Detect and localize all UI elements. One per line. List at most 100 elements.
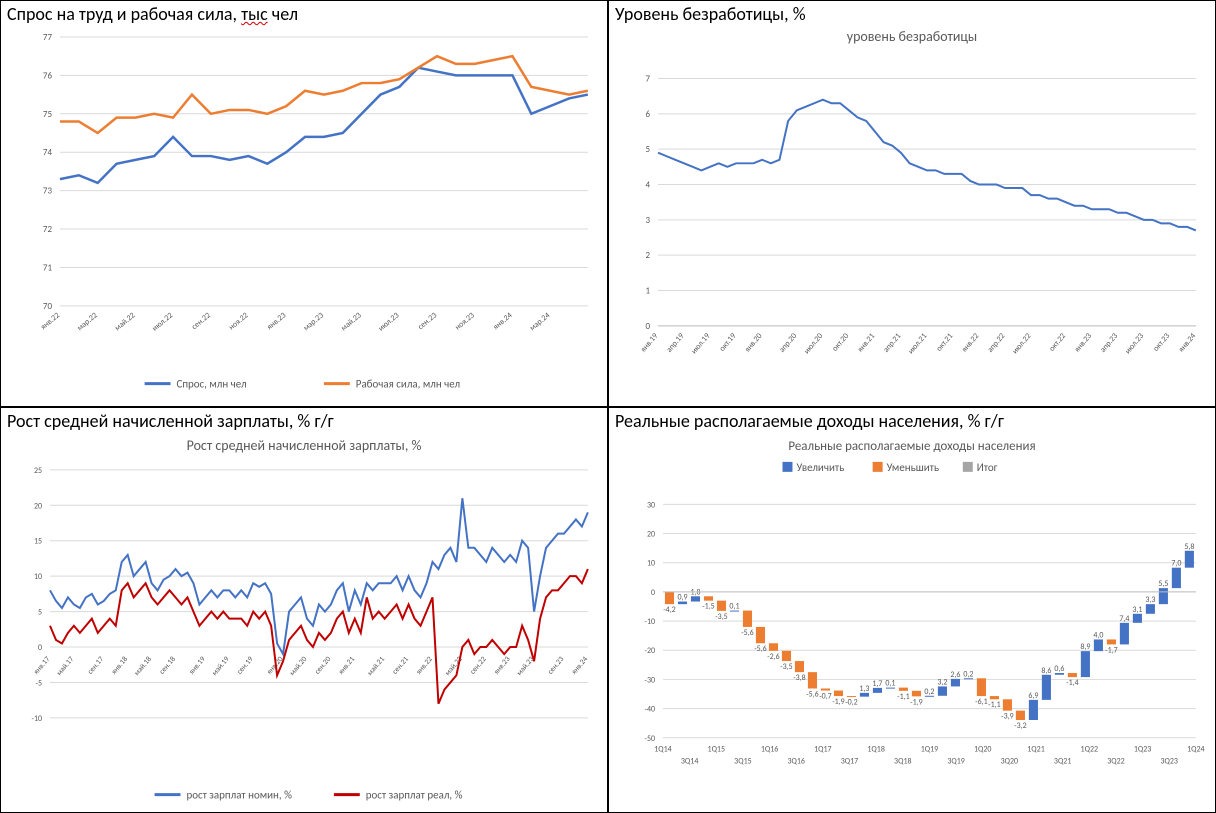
svg-text:апр.23: апр.23: [1098, 331, 1120, 354]
chart3-svg: Рост средней начисленной зарплаты, % -10 -…: [1, 434, 607, 813]
svg-text:0,2: 0,2: [924, 686, 934, 696]
svg-text:2: 2: [645, 250, 650, 261]
chart2-svg: уровень безработицы01234567янв.19апр.19и…: [609, 27, 1215, 406]
svg-text:5: 5: [38, 607, 42, 617]
svg-text:сен.17: сен.17: [86, 654, 106, 676]
svg-text:0,1: 0,1: [729, 601, 739, 611]
svg-text:1,3: 1,3: [859, 683, 869, 693]
svg-text:сен.23: сен.23: [416, 310, 439, 332]
svg-text:янв.21: янв.21: [855, 331, 877, 354]
svg-text:1Q14: 1Q14: [654, 744, 671, 754]
svg-text:май.19: май.19: [210, 654, 231, 677]
svg-text:4: 4: [645, 179, 650, 190]
svg-text:янв.22: янв.22: [415, 654, 435, 676]
svg-text:1Q20: 1Q20: [974, 744, 991, 754]
svg-text:июл.22: июл.22: [1010, 331, 1033, 356]
svg-text:янв.24: янв.24: [570, 654, 590, 676]
svg-text:-5: -5: [36, 678, 42, 688]
svg-text:-20: -20: [645, 646, 656, 656]
svg-text:мар.22: мар.22: [75, 310, 99, 333]
svg-text:янв.22: янв.22: [39, 310, 62, 332]
svg-text:3,1: 3,1: [1132, 604, 1142, 614]
svg-text:1Q15: 1Q15: [708, 744, 725, 754]
svg-text:май.17: май.17: [55, 654, 76, 677]
svg-text:июл.19: июл.19: [689, 331, 712, 356]
svg-text:июл.22: июл.22: [150, 310, 175, 333]
svg-text:-10: -10: [645, 617, 656, 627]
svg-text:-3,5: -3,5: [780, 662, 792, 672]
svg-text:-3,2: -3,2: [1014, 720, 1026, 730]
svg-text:янв.21: янв.21: [337, 654, 357, 676]
svg-text:окт.20: окт.20: [830, 331, 851, 353]
svg-text:-4,2: -4,2: [663, 605, 675, 615]
svg-text:янв.17: янв.17: [32, 654, 52, 676]
chart-grid: Спрос на труд и рабочая сила, тыс чел 70…: [0, 0, 1216, 813]
chart1-title-squiggly: тыс: [241, 3, 268, 25]
svg-text:апр.20: апр.20: [777, 331, 799, 354]
svg-text:0,9: 0,9: [677, 592, 687, 602]
svg-text:70: 70: [43, 301, 53, 312]
svg-text:3: 3: [645, 215, 650, 226]
svg-text:май.23: май.23: [339, 310, 363, 333]
svg-text:окт.21: окт.21: [934, 331, 955, 353]
svg-text:сен.23: сен.23: [546, 654, 566, 676]
svg-text:апр.19: апр.19: [664, 331, 686, 354]
svg-text:май.21: май.21: [366, 654, 387, 677]
svg-text:янв.23: янв.23: [492, 654, 512, 676]
chart2-title: Уровень безработицы, %: [609, 1, 1215, 27]
svg-text:уровень безработицы: уровень безработицы: [847, 28, 977, 45]
svg-text:6,9: 6,9: [1028, 690, 1038, 700]
svg-text:-6,1: -6,1: [975, 697, 987, 707]
svg-text:янв.19: янв.19: [188, 654, 208, 676]
svg-text:сен.18: сен.18: [158, 654, 178, 676]
chart4-title: Реальные располагаемые доходы населения,…: [609, 408, 1215, 434]
svg-text:-5,6: -5,6: [741, 627, 753, 637]
svg-text:74: 74: [43, 147, 53, 158]
svg-text:3,2: 3,2: [937, 677, 947, 687]
svg-text:25: 25: [34, 465, 42, 475]
svg-text:Рост средней начисленной зарпл: Рост средней начисленной зарплаты, %: [187, 436, 422, 453]
svg-text:-5,6: -5,6: [806, 689, 818, 699]
svg-text:5: 5: [645, 144, 650, 155]
svg-text:1Q23: 1Q23: [1134, 744, 1151, 754]
svg-text:сен.20: сен.20: [313, 654, 333, 676]
svg-text:янв.19: янв.19: [639, 331, 661, 354]
svg-text:30: 30: [647, 500, 655, 510]
svg-text:1Q16: 1Q16: [761, 744, 778, 754]
svg-text:3Q18: 3Q18: [894, 756, 911, 766]
svg-text:-30: -30: [645, 675, 656, 685]
svg-text:май.20: май.20: [288, 654, 309, 677]
svg-text:-1,7: -1,7: [1105, 645, 1117, 655]
svg-text:3Q14: 3Q14: [681, 756, 698, 766]
svg-text:5,5: 5,5: [1158, 579, 1168, 589]
cell-real-income: Реальные располагаемые доходы населения,…: [608, 407, 1216, 813]
svg-text:0,1: 0,1: [885, 678, 895, 688]
svg-text:окт.19: окт.19: [717, 331, 738, 353]
svg-text:Рабочая сила, млн чел: Рабочая сила, млн чел: [356, 378, 460, 391]
svg-text:рост зарплат номин, %: рост зарплат номин, %: [186, 788, 292, 801]
svg-text:-10: -10: [32, 713, 43, 723]
svg-text:рост зарплат реал, %: рост зарплат реал, %: [366, 788, 463, 801]
chart2-area: уровень безработицы01234567янв.19апр.19и…: [609, 27, 1215, 406]
svg-text:1Q21: 1Q21: [1027, 744, 1044, 754]
svg-text:3Q17: 3Q17: [841, 756, 858, 766]
svg-text:0: 0: [38, 643, 42, 653]
svg-text:3Q16: 3Q16: [787, 756, 804, 766]
svg-text:янв.23: янв.23: [265, 310, 288, 332]
svg-text:5,8: 5,8: [1184, 541, 1194, 551]
svg-text:3,3: 3,3: [1145, 595, 1155, 605]
svg-text:0,2: 0,2: [963, 669, 973, 679]
svg-text:май.22: май.22: [444, 654, 465, 677]
svg-text:янв.24: янв.24: [1176, 331, 1198, 354]
chart4-svg: Реальные располагаемые доходы населенияУ…: [609, 434, 1215, 813]
svg-text:-5,6: -5,6: [754, 644, 766, 654]
svg-text:мар.23: мар.23: [301, 310, 325, 333]
svg-text:Итог: Итог: [977, 460, 998, 473]
chart1-title-prefix: Спрос на труд и рабочая сила,: [7, 3, 241, 25]
svg-text:3Q21: 3Q21: [1054, 756, 1071, 766]
chart4-area: Реальные располагаемые доходы населенияУ…: [609, 434, 1215, 813]
svg-text:ноя.22: ноя.22: [227, 310, 251, 332]
svg-text:20: 20: [34, 501, 42, 511]
svg-text:июл.21: июл.21: [906, 331, 929, 356]
svg-text:-1,9: -1,9: [910, 697, 922, 707]
